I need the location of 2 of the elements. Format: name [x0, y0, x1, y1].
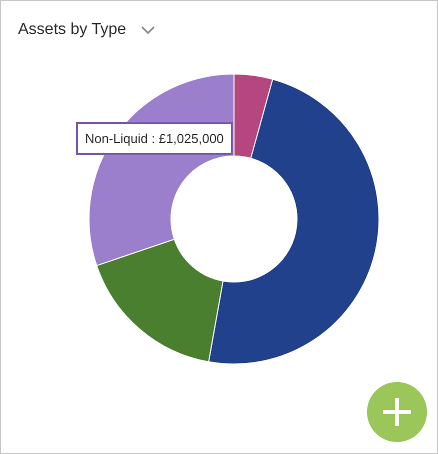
chart-title: Assets by Type: [18, 21, 126, 39]
text: Non-Liquid : £1,025,000: [76, 122, 233, 155]
